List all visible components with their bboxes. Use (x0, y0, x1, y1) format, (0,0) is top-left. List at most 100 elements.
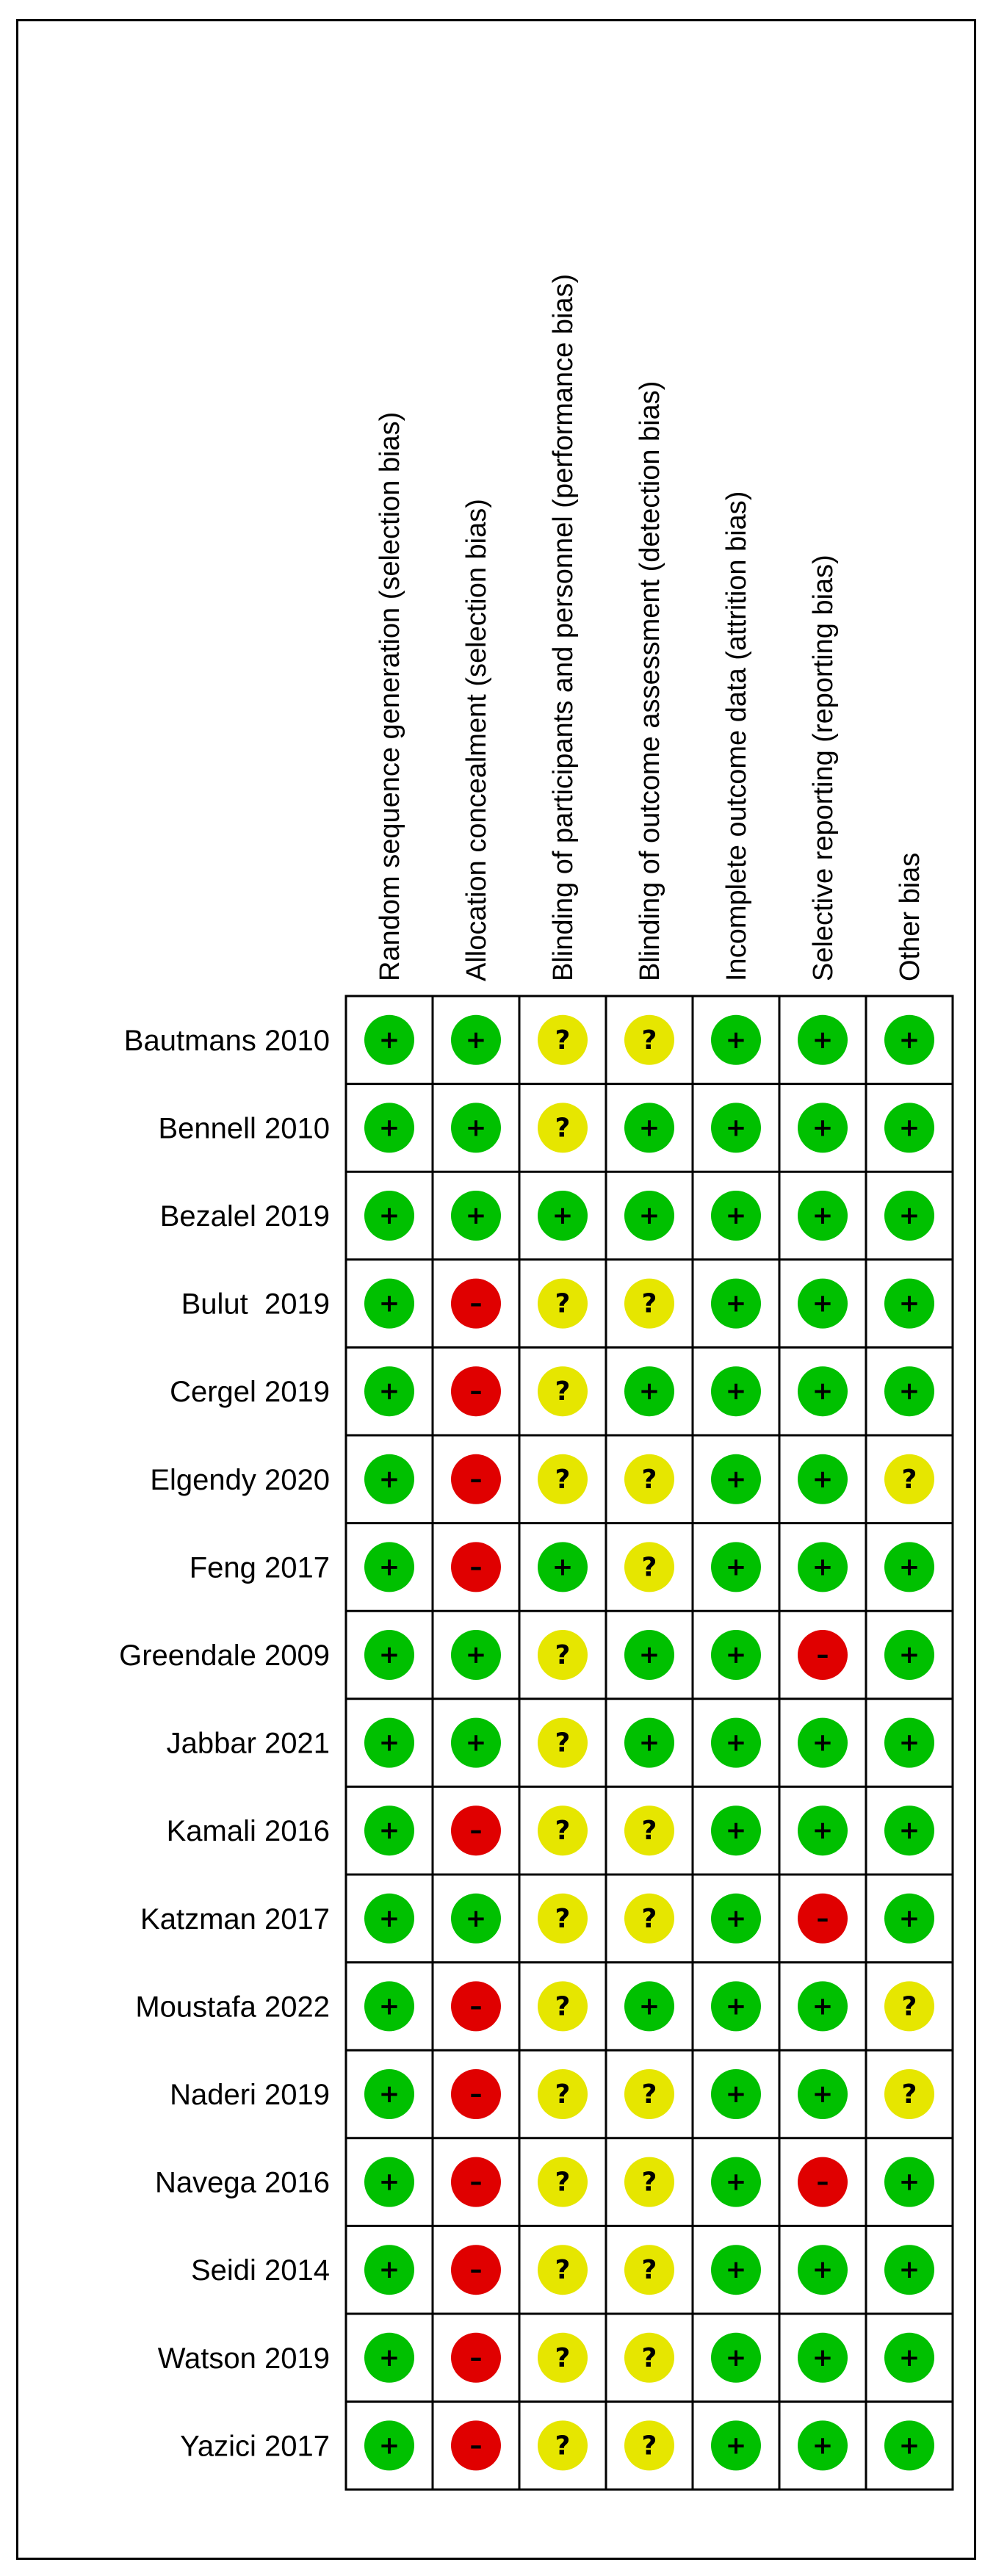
low-risk-marker: + (798, 1805, 848, 1856)
marker-circle (624, 1630, 674, 1680)
marker-symbol: ? (642, 1816, 657, 1846)
marker-circle (884, 1014, 934, 1065)
marker-symbol: – (470, 2431, 483, 2460)
marker-circle (798, 1805, 848, 1856)
marker-symbol: + (899, 2168, 920, 2197)
marker-circle (798, 2245, 848, 2295)
low-risk-marker: + (364, 2157, 414, 2207)
marker-symbol: + (379, 1113, 400, 1142)
marker-symbol: + (812, 1552, 834, 1581)
low-risk-marker: + (364, 1805, 414, 1856)
high-risk-marker: – (798, 1630, 848, 1680)
marker-symbol: ? (642, 2168, 657, 2198)
marker-circle (451, 1805, 501, 1856)
low-risk-marker: + (884, 1366, 934, 1417)
marker-circle (538, 1191, 588, 1241)
low-risk-marker: + (884, 1805, 934, 1856)
marker-circle (538, 1542, 588, 1592)
marker-symbol: – (470, 2168, 483, 2197)
marker-symbol: + (466, 1904, 487, 1933)
marker-circle (711, 1191, 761, 1241)
marker-circle (624, 2420, 674, 2471)
low-risk-marker: + (451, 1893, 501, 1944)
marker-symbol: + (899, 1904, 920, 1933)
low-risk-marker: + (364, 1717, 414, 1768)
marker-symbol: + (379, 2079, 400, 2109)
marker-circle (884, 1278, 934, 1329)
marker-symbol: + (812, 1289, 834, 1318)
marker-symbol: + (812, 1991, 834, 2021)
marker-symbol: + (899, 1201, 920, 1230)
marker-circle (798, 1454, 848, 1504)
marker-circle (538, 2332, 588, 2383)
marker-symbol: ? (642, 2255, 657, 2285)
marker-symbol: + (639, 1377, 660, 1406)
low-risk-marker: + (451, 1014, 501, 1065)
marker-symbol: + (812, 1025, 834, 1055)
marker-circle (364, 1103, 414, 1153)
marker-symbol: + (899, 1025, 920, 1055)
marker-circle (538, 1805, 588, 1856)
marker-circle (451, 2420, 501, 2471)
marker-symbol: ? (555, 1904, 571, 1934)
marker-symbol: ? (555, 1289, 571, 1319)
marker-circle (884, 1103, 934, 1153)
low-risk-marker: + (798, 2245, 848, 2295)
marker-circle (798, 1191, 848, 1241)
marker-symbol: + (812, 2255, 834, 2284)
marker-circle (538, 1278, 588, 1329)
marker-symbol: ? (642, 1025, 657, 1056)
marker-circle (451, 1630, 501, 1680)
marker-symbol: + (899, 1728, 920, 1758)
marker-circle (624, 2157, 674, 2207)
marker-circle (798, 1542, 848, 1592)
marker-circle (711, 1366, 761, 1417)
marker-circle (711, 2157, 761, 2207)
marker-circle (451, 1191, 501, 1241)
marker-circle (711, 1103, 761, 1153)
marker-symbol: – (470, 2255, 483, 2284)
marker-symbol: + (899, 2255, 920, 2284)
study-label: Watson 2019 (158, 2342, 330, 2375)
marker-symbol: + (639, 1991, 660, 2021)
marker-circle (451, 2332, 501, 2383)
marker-symbol: – (470, 2079, 483, 2109)
marker-symbol: + (726, 2431, 747, 2460)
marker-symbol: + (726, 1728, 747, 1758)
marker-symbol: ? (902, 2079, 917, 2110)
marker-symbol: + (466, 1113, 487, 1142)
marker-circle (798, 1103, 848, 1153)
marker-symbol: ? (642, 2431, 657, 2461)
unclear-risk-marker: ? (884, 2069, 934, 2119)
marker-circle (884, 2069, 934, 2119)
marker-circle (884, 2332, 934, 2383)
high-risk-marker: – (451, 1278, 501, 1329)
low-risk-marker: + (451, 1191, 501, 1241)
low-risk-marker: + (711, 1630, 761, 1680)
marker-circle (538, 1893, 588, 1944)
low-risk-marker: + (798, 1717, 848, 1768)
marker-symbol: + (379, 1728, 400, 1758)
unclear-risk-marker: ? (624, 1893, 674, 1944)
marker-circle (884, 1893, 934, 1944)
marker-circle (884, 1542, 934, 1592)
marker-circle (364, 1454, 414, 1504)
unclear-risk-marker: ? (624, 1014, 674, 1065)
column-header: Random sequence generation (selection bi… (375, 412, 405, 981)
low-risk-marker: + (624, 1366, 674, 1417)
column-header: Other bias (895, 853, 925, 981)
low-risk-marker: + (364, 2245, 414, 2295)
marker-symbol: + (379, 2255, 400, 2284)
marker-circle (364, 2157, 414, 2207)
marker-circle (624, 2245, 674, 2295)
marker-symbol: + (726, 2079, 747, 2109)
marker-symbol: + (379, 2168, 400, 2197)
marker-circle (798, 2069, 848, 2119)
marker-symbol: + (639, 1640, 660, 1670)
unclear-risk-marker: ? (624, 1454, 674, 1504)
low-risk-marker: + (711, 1805, 761, 1856)
low-risk-marker: + (884, 1717, 934, 1768)
low-risk-marker: + (364, 1454, 414, 1504)
low-risk-marker: + (884, 2420, 934, 2471)
low-risk-marker: + (798, 2332, 848, 2383)
